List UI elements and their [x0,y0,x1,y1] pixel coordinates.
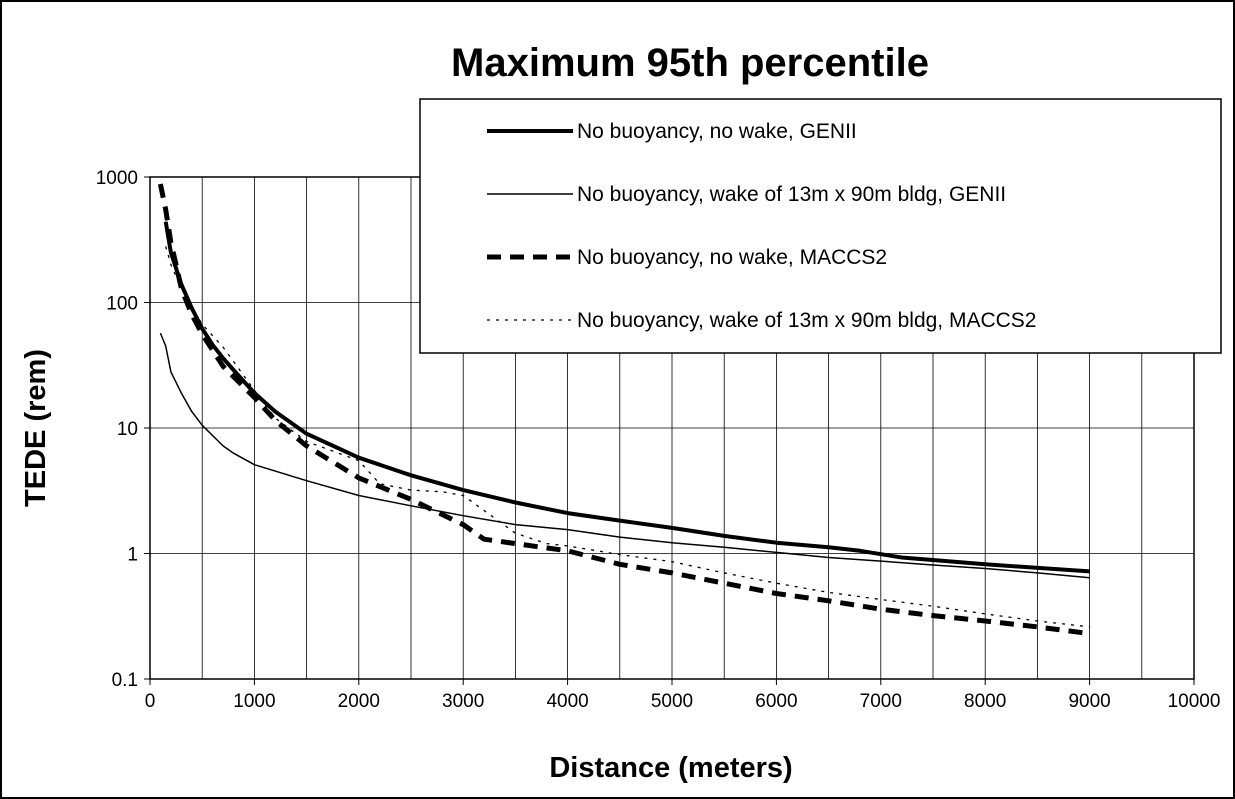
y-tick-label: 1 [127,545,138,566]
legend: No buoyancy, no wake, GENII No buoyancy, … [419,98,1222,354]
x-tick-label: 1000 [233,691,275,712]
x-tick-label: 7000 [860,691,902,712]
x-tick-label: 5000 [651,691,693,712]
series-line-2 [159,332,1090,579]
y-tick-label: 0.1 [112,670,138,691]
y-tick-label: 1000 [96,168,138,189]
x-tick-label: 0 [145,691,156,712]
x-tick-label: 2000 [338,691,380,712]
x-tick-label: 9000 [1068,691,1110,712]
x-axis-title: Distance (meters) [549,752,792,784]
x-tick-label: 4000 [546,691,588,712]
series-line-4 [165,246,1090,628]
x-tick-label: 6000 [755,691,797,712]
x-tick-label: 3000 [442,691,484,712]
chart-title: Maximum 95th percentile [451,41,929,85]
x-tick-label: 10000 [1168,691,1221,712]
legend-label-3: No buoyancy, no wake, MACCS2 [577,246,887,269]
legend-label-1: No buoyancy, no wake, GENII [577,120,857,143]
series-line-3 [157,183,1090,637]
series-layer [157,183,1090,637]
legend-label-2: No buoyancy, wake of 13m x 90m bldg, GEN… [577,183,1006,206]
y-tick-label: 100 [106,294,138,315]
series-line-1 [163,221,1090,574]
y-axis-ticks: 0.1 1 10 100 1000 [96,168,150,691]
y-axis-title: TEDE (rem) [20,349,52,507]
legend-label-4: No buoyancy, wake of 13m x 90m bldg, MAC… [577,309,1037,332]
x-axis-ticks: 0 1000 2000 3000 4000 5000 6000 7000 8000 9000 100… [145,679,1221,712]
legend-box [419,98,1222,354]
x-tick-label: 8000 [964,691,1006,712]
y-tick-label: 10 [117,419,138,440]
